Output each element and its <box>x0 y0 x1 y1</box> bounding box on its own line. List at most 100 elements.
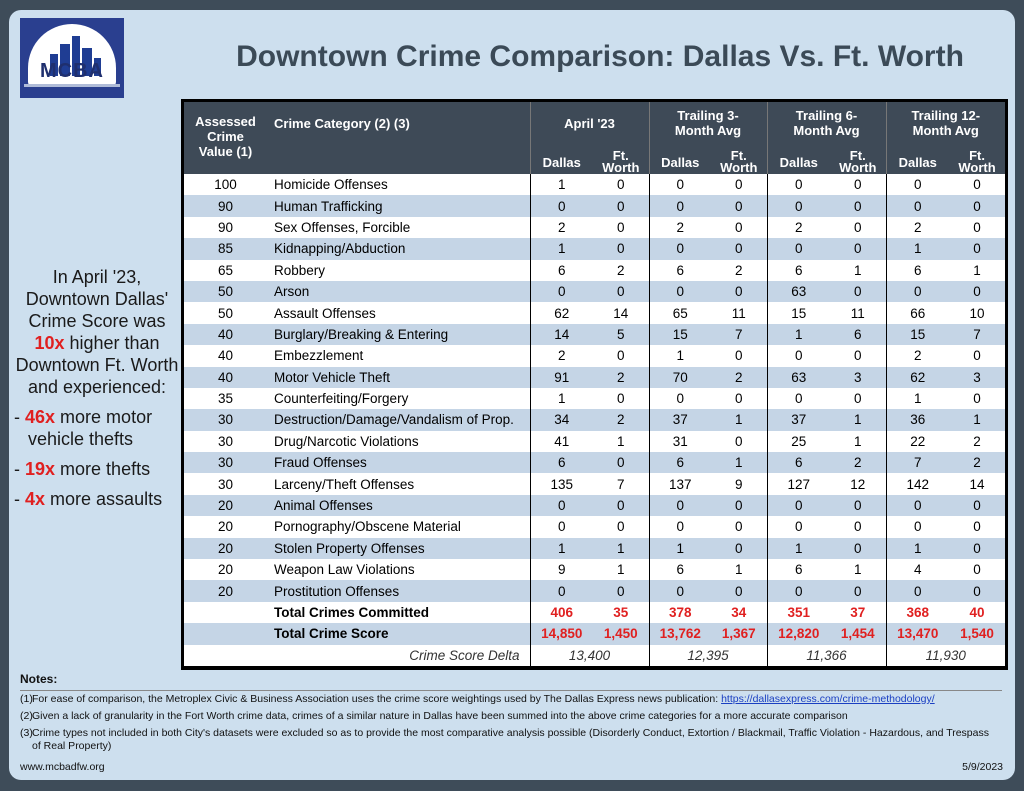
table-row: 20 Weapon Law Violations 9 1 6 1 6 1 4 0 <box>184 559 1006 581</box>
count-cell: 0 <box>949 580 1006 602</box>
crime-category-cell: Fraud Offenses <box>267 452 530 474</box>
count-cell: 11 <box>830 302 886 324</box>
count-cell: 70 <box>648 366 711 388</box>
total-cell: 13,762 <box>648 623 711 645</box>
table-row: 90 Human Trafficking 0 0 0 0 0 0 0 0 <box>184 195 1006 217</box>
count-cell: 0 <box>711 387 767 410</box>
count-cell: 2 <box>648 216 711 239</box>
count-cell: 0 <box>766 494 830 517</box>
count-cell: 36 <box>885 409 949 431</box>
crime-value-cell: 35 <box>184 387 267 410</box>
count-cell: 0 <box>711 174 767 196</box>
count-cell: 0 <box>593 216 649 239</box>
count-cell: 1 <box>830 430 886 453</box>
count-cell: 91 <box>529 366 593 388</box>
crime-value-cell: 20 <box>184 580 267 602</box>
count-cell: 2 <box>593 409 649 431</box>
summary-intro: In April '23, Downtown Dallas' Crime Sco… <box>15 267 179 397</box>
count-cell: 2 <box>593 366 649 388</box>
count-cell: 0 <box>711 537 767 560</box>
summary-panel: In April '23, Downtown Dallas' Crime Sco… <box>14 266 180 510</box>
crime-value-cell: 20 <box>184 516 267 538</box>
summary-bullet: - 46x more motor vehicle thefts <box>14 407 153 449</box>
crime-value-cell: 20 <box>184 494 267 517</box>
delta-cell: 13,400 <box>529 644 649 666</box>
count-cell: 0 <box>949 216 1006 239</box>
crime-category-cell: Weapon Law Violations <box>267 559 530 581</box>
crime-value-cell: 65 <box>184 259 267 281</box>
crime-category-cell: Burglary/Breaking & Entering <box>267 323 530 346</box>
count-cell: 0 <box>830 580 886 602</box>
crime-category-cell: Robbery <box>267 259 530 281</box>
count-cell: 0 <box>949 280 1006 303</box>
count-cell: 0 <box>529 195 593 217</box>
count-cell: 2 <box>529 345 593 367</box>
count-cell: 1 <box>949 409 1006 431</box>
header-value: Value (1) <box>184 144 267 174</box>
methodology-link[interactable]: https://dallasexpress.com/crime-methodol… <box>721 693 935 705</box>
count-cell: 1 <box>593 537 649 560</box>
count-cell: 6 <box>766 259 830 281</box>
count-cell: 12 <box>830 473 886 495</box>
count-cell: 1 <box>529 174 593 196</box>
count-cell: 2 <box>766 216 830 239</box>
count-cell: 0 <box>949 345 1006 367</box>
count-cell: 127 <box>766 473 830 495</box>
count-cell: 0 <box>949 537 1006 560</box>
count-cell: 1 <box>766 323 830 346</box>
count-cell: 2 <box>529 216 593 239</box>
header-ftworth: Ft. Worth <box>711 144 767 174</box>
count-cell: 1 <box>648 345 711 367</box>
count-cell: 0 <box>766 580 830 602</box>
count-cell: 1 <box>830 559 886 581</box>
logo-text: MCBA <box>40 60 104 82</box>
crime-category-cell: Human Trafficking <box>267 195 530 217</box>
count-cell: 0 <box>949 238 1006 260</box>
count-cell: 0 <box>711 516 767 538</box>
total-row: Total Crime Score 14,850 1,450 13,762 1,367 1… <box>184 623 1006 645</box>
count-cell: 0 <box>766 195 830 217</box>
crime-category-cell: Embezzlement <box>267 345 530 367</box>
count-cell: 0 <box>766 516 830 538</box>
count-cell: 63 <box>766 280 830 303</box>
count-cell: 0 <box>648 494 711 517</box>
count-cell: 65 <box>648 302 711 324</box>
note-3: (3) Crime types not included in both City… <box>20 727 989 752</box>
count-cell: 1 <box>830 259 886 281</box>
table-row: 40 Embezzlement 2 0 1 0 0 0 2 0 <box>184 345 1006 367</box>
header-ftworth: Ft. Worth <box>949 144 1006 174</box>
delta-cell: 12,395 <box>648 644 767 666</box>
count-cell: 2 <box>711 259 767 281</box>
crime-value-cell: 30 <box>184 430 267 453</box>
header-dallas: Dallas <box>766 144 830 174</box>
count-cell: 0 <box>593 580 649 602</box>
delta-row: Crime Score Delta 13,400 12,395 11,366 11,93… <box>184 644 1006 666</box>
footer-date: 5/9/2023 <box>962 761 1003 773</box>
note-2: (2) Given a lack of granularity in the Fo… <box>20 710 848 722</box>
count-cell: 5 <box>593 323 649 346</box>
crime-category-cell: Sex Offenses, Forcible <box>267 216 530 239</box>
count-cell: 1 <box>885 537 949 560</box>
count-cell: 62 <box>529 302 593 324</box>
count-cell: 0 <box>830 516 886 538</box>
crime-category-cell: Homicide Offenses <box>267 174 530 196</box>
header-ftworth: Ft. Worth <box>593 144 649 174</box>
count-cell: 0 <box>711 494 767 517</box>
count-cell: 1 <box>711 409 767 431</box>
count-cell: 0 <box>593 516 649 538</box>
table-row: 30 Fraud Offenses 6 0 6 1 6 2 7 2 <box>184 452 1006 474</box>
count-cell: 0 <box>711 430 767 453</box>
crime-category-cell: Arson <box>267 280 530 303</box>
count-cell: 1 <box>711 559 767 581</box>
count-cell: 2 <box>885 216 949 239</box>
delta-label: Crime Score Delta <box>184 644 530 666</box>
header-group-1: Trailing 3- Month Avg <box>648 102 767 144</box>
total-cell: 1,454 <box>830 623 886 645</box>
count-cell: 0 <box>593 452 649 474</box>
header-dallas: Dallas <box>885 144 949 174</box>
crime-value-cell: 50 <box>184 302 267 324</box>
count-cell: 0 <box>830 216 886 239</box>
total-label-cell: Total Crime Score <box>267 623 530 645</box>
count-cell: 1 <box>711 452 767 474</box>
table-row: 20 Stolen Property Offenses 1 1 1 0 1 0 1 0 <box>184 537 1006 560</box>
